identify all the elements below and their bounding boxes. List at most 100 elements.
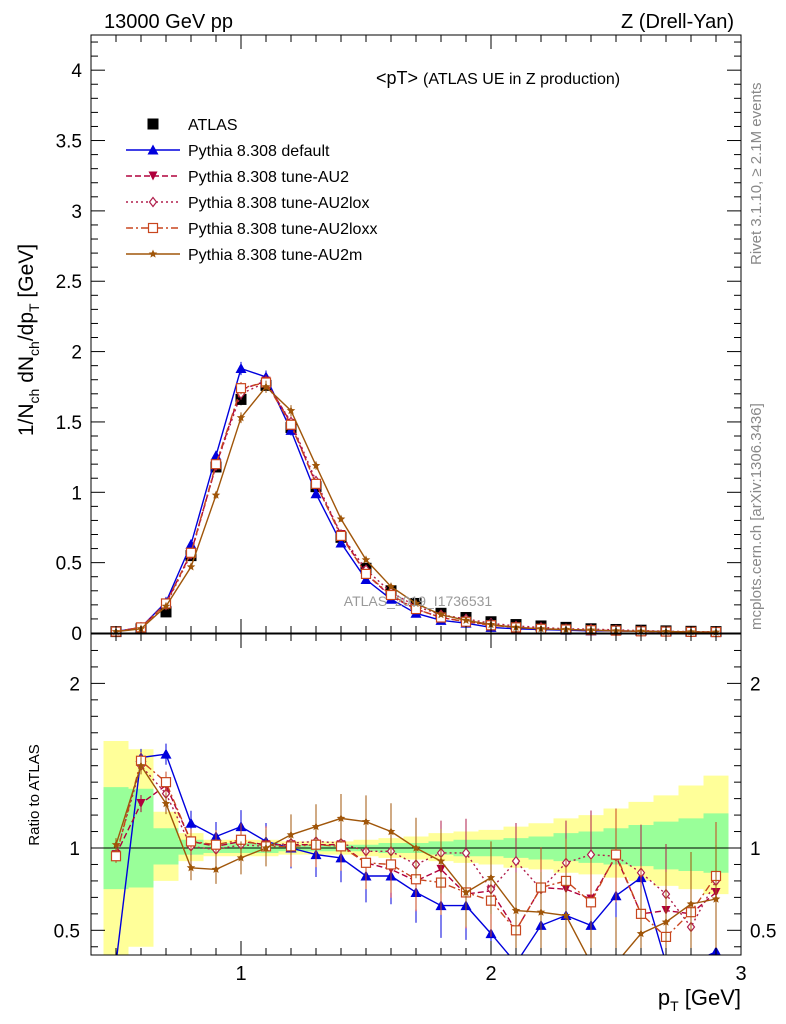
x-axis-label: pT [GeV] bbox=[658, 985, 741, 1014]
ratio-point bbox=[361, 817, 371, 826]
y-tick-label: 2 bbox=[71, 343, 82, 364]
uncertainty-band-inner bbox=[103, 787, 729, 890]
ratio-point bbox=[185, 817, 197, 828]
y-tick-label: 1 bbox=[71, 483, 82, 504]
ratio-point bbox=[160, 777, 172, 788]
x-tick-label: 3 bbox=[735, 963, 746, 985]
legend-entry: Pythia 8.308 tune-AU2lox bbox=[126, 195, 369, 212]
data-point bbox=[461, 615, 471, 624]
y-tick-label: 3.5 bbox=[56, 132, 82, 153]
x-tick-label: 1 bbox=[235, 963, 246, 985]
ratio-point bbox=[436, 856, 446, 865]
ratio-plot-panel: 0.5 0.5 1 1 2 2 1 2 3 Ratio to ATLAS pT [GeV] bbox=[26, 633, 776, 1014]
legend-entry: Pythia 8.308 tune-AU2m bbox=[126, 247, 362, 264]
ratio-y-tick-label: 2 bbox=[69, 674, 80, 695]
data-point bbox=[436, 610, 446, 619]
ratio-point bbox=[136, 761, 146, 770]
ratio-y-tick-label: 0.5 bbox=[54, 921, 80, 942]
ratio-y-tick-label-right: 2 bbox=[750, 674, 761, 695]
ratio-point bbox=[111, 840, 121, 849]
ratio-series-4 bbox=[111, 757, 721, 955]
y-tick-label: 2.5 bbox=[56, 272, 82, 293]
ratio-point bbox=[536, 907, 546, 916]
ratio-y-tick-label: 1 bbox=[69, 839, 80, 860]
data-point bbox=[261, 382, 271, 391]
ratio-point bbox=[511, 906, 521, 915]
main-y-axis-label: 1/Nch dNch/dpT [GeV] bbox=[15, 244, 42, 436]
data-point bbox=[210, 459, 222, 470]
plot-title-sub: (ATLAS UE in Z production) bbox=[423, 71, 620, 88]
plot-title-main: <pT> bbox=[376, 68, 418, 88]
ratio-point bbox=[311, 822, 321, 831]
data-point bbox=[311, 461, 321, 470]
svg-text:1/Nch dNch/dpT [GeV]: 1/Nch dNch/dpT [GeV] bbox=[15, 244, 42, 436]
data-point bbox=[235, 362, 247, 373]
ratio-point bbox=[411, 843, 421, 852]
header-left: 13000 GeV pp bbox=[104, 11, 233, 33]
legend-entry: Pythia 8.308 tune-AU2loxx bbox=[126, 221, 377, 238]
data-point bbox=[385, 589, 397, 601]
legend-marker bbox=[148, 171, 158, 181]
ratio-plot-area bbox=[91, 741, 741, 955]
watermark: ATLAS_2019_I1736531 bbox=[344, 593, 493, 609]
data-point bbox=[235, 383, 247, 394]
ratio-point bbox=[585, 897, 597, 908]
y-tick-label: 0.5 bbox=[56, 554, 82, 575]
y-tick-label: 3 bbox=[71, 202, 82, 223]
legend-label: Pythia 8.308 tune-AU2loxx bbox=[188, 221, 377, 238]
ratio-point bbox=[286, 830, 296, 839]
data-point bbox=[185, 538, 197, 549]
ratio-point bbox=[610, 849, 622, 860]
legend-label: Pythia 8.308 tune-AU2 bbox=[188, 169, 349, 186]
y-tick-label: 1.5 bbox=[56, 413, 82, 434]
mcplots-label: mcplots.cern.ch [arXiv:1306.3436] bbox=[748, 403, 765, 630]
data-point bbox=[360, 574, 372, 585]
legend-marker bbox=[147, 118, 159, 130]
ratio-point bbox=[185, 836, 197, 847]
ratio-point bbox=[561, 911, 571, 920]
data-point bbox=[236, 413, 246, 422]
ratio-point bbox=[661, 917, 671, 926]
data-point bbox=[361, 555, 371, 564]
data-point bbox=[335, 530, 347, 542]
ratio-y-tick-label-right: 0.5 bbox=[750, 921, 776, 942]
data-point bbox=[211, 490, 221, 499]
ratio-point bbox=[461, 847, 471, 859]
ratio-point bbox=[335, 841, 347, 852]
data-point bbox=[310, 478, 322, 489]
ratio-point bbox=[211, 864, 221, 873]
legend-marker bbox=[147, 144, 159, 155]
legend-entry: Pythia 8.308 default bbox=[126, 143, 330, 160]
ratio-point bbox=[360, 857, 372, 868]
ratio-point bbox=[136, 799, 146, 809]
legend-marker bbox=[147, 222, 159, 234]
x-tick-label: 2 bbox=[485, 963, 496, 985]
ratio-point bbox=[110, 851, 122, 862]
legend-marker bbox=[148, 249, 158, 258]
legend-label: Pythia 8.308 tune-AU2m bbox=[188, 247, 362, 264]
data-point bbox=[161, 601, 171, 610]
ratio-point bbox=[210, 839, 222, 850]
data-point bbox=[411, 599, 421, 608]
ratio-point bbox=[461, 887, 471, 897]
ratio-ticks: 0.5 0.5 1 1 2 2 1 2 3 bbox=[54, 634, 776, 985]
legend-label: ATLAS bbox=[188, 117, 238, 134]
ratio-point bbox=[261, 843, 271, 852]
ratio-point bbox=[236, 853, 246, 862]
ratio-y-axis-label: Ratio to ATLAS bbox=[26, 744, 43, 845]
data-point bbox=[285, 419, 297, 430]
ratio-point bbox=[386, 827, 396, 836]
main-y-ticks: 0 0.5 1 1.5 2 2.5 3 3.5 4 bbox=[56, 35, 742, 645]
ratio-point bbox=[385, 859, 397, 870]
data-point bbox=[310, 488, 322, 499]
data-point bbox=[186, 562, 196, 571]
data-point bbox=[360, 568, 372, 580]
legend-label: Pythia 8.308 tune-AU2lox bbox=[188, 195, 369, 212]
ratio-y-tick-label-right: 1 bbox=[750, 839, 761, 860]
ratio-point bbox=[486, 873, 496, 882]
ratio-point bbox=[336, 813, 346, 822]
ratio-point bbox=[511, 855, 521, 867]
legend-marker bbox=[148, 196, 158, 208]
legend-entry: Pythia 8.308 tune-AU2 bbox=[126, 169, 349, 186]
